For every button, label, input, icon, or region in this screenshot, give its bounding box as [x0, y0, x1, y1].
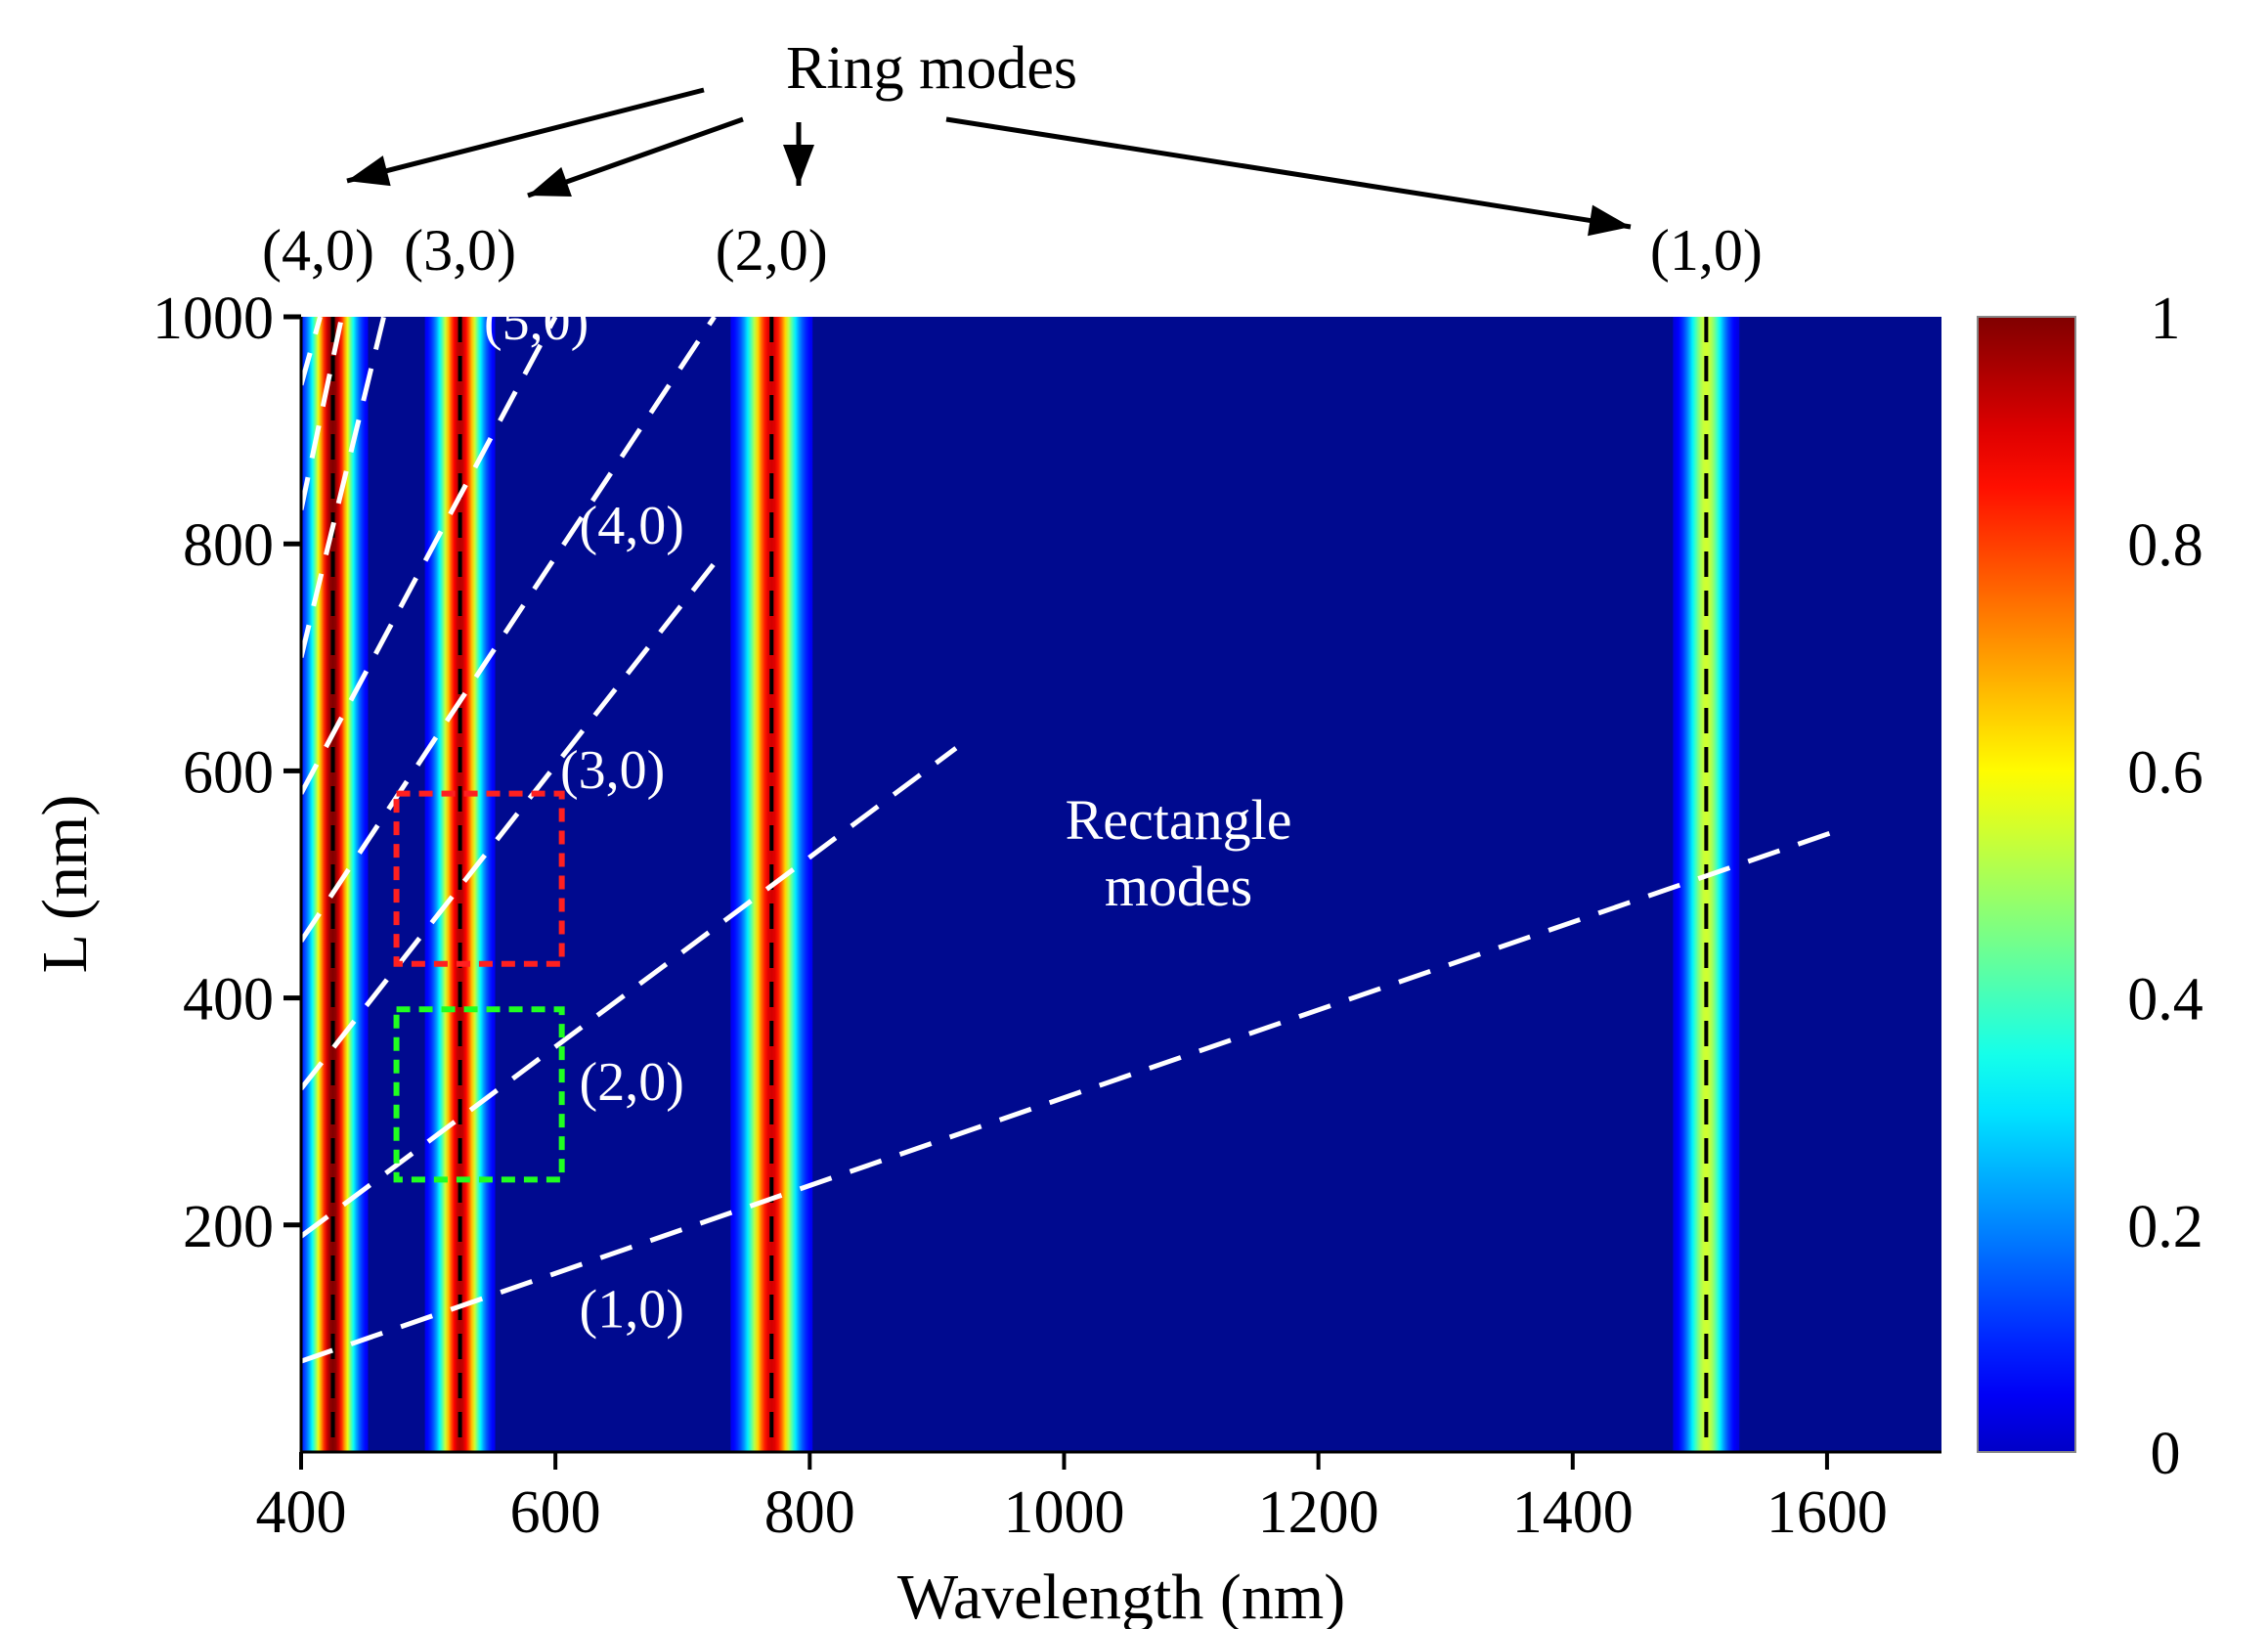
x-tick-label: 1200	[1258, 1479, 1379, 1546]
rectangle-mode-label: (4,0)	[580, 496, 684, 556]
rectangle-mode-dashed-line	[301, 317, 345, 510]
overlays: (5,0) (4,0) (3,0) (2,0) (1,0) Rectangle modes	[301, 291, 1848, 1452]
arrow-head	[783, 145, 814, 186]
colorbar-tick-label: 0.2	[2127, 1194, 2203, 1260]
colorbar-tick-label: 0.4	[2127, 967, 2203, 1034]
x-tick-label: 1400	[1512, 1479, 1634, 1546]
x-ticks: 400 600 800 1000 1200 1400 1600	[256, 1452, 1888, 1546]
colorbar-tick-label: 0.6	[2127, 739, 2203, 806]
rectangle-mode-label: (5,0)	[484, 291, 589, 352]
ring-modes-arrows	[346, 87, 1632, 237]
x-axis-label: Wavelength (nm)	[897, 1562, 1345, 1629]
rectangle-modes-label: Rectangle modes	[1066, 788, 1292, 918]
colorbar-tick-label: 0.8	[2127, 512, 2203, 579]
arrow-head	[347, 155, 391, 187]
rectangle-modes-label-line: Rectangle	[1066, 788, 1292, 852]
ring-mode-top-labels: (4,0) (3,0) (2,0) (1,0)	[262, 218, 1763, 283]
ring-mode-top-label: (3,0)	[404, 218, 516, 283]
rectangle-mode-dashed-line	[301, 553, 723, 1091]
highlight-box	[393, 1006, 565, 1183]
x-tick-label: 400	[256, 1479, 347, 1546]
rectangle-mode-dashed-line	[301, 825, 1848, 1364]
ring-mode-top-label: (1,0)	[1650, 218, 1763, 283]
rectangle-mode-dashed-line	[301, 746, 958, 1239]
y-tick-label: 800	[183, 512, 274, 579]
rectangle-mode-label: (1,0)	[580, 1279, 684, 1340]
rectangle-mode-label: (3,0)	[560, 740, 665, 801]
axes	[299, 317, 1941, 1454]
arrow-shaft	[945, 116, 1632, 230]
rectangle-mode-dashed-line	[301, 317, 323, 386]
rectangle-mode-dashed-line	[301, 317, 717, 943]
y-ticks: 200 400 600 800 1000	[153, 286, 301, 1260]
colorbar-ticks: 0 0.2 0.4 0.6 0.8 1	[2127, 286, 2203, 1487]
ring-modes-label: Ring modes	[786, 35, 1077, 102]
arrow-head	[528, 166, 572, 198]
x-tick-label: 1600	[1766, 1479, 1888, 1546]
rectangle-mode-dashed-line	[301, 317, 558, 795]
y-axis-label: L (nm)	[29, 795, 101, 974]
heatmap-background	[301, 317, 1941, 1452]
y-tick-label: 600	[183, 739, 274, 806]
y-tick-label: 400	[183, 967, 274, 1034]
arrow-head	[1588, 204, 1631, 237]
arrow-shaft	[346, 87, 705, 184]
rectangle-modes-label-line: modes	[1105, 855, 1252, 918]
x-tick-label: 600	[510, 1479, 601, 1546]
rectangle-mode-label: (2,0)	[580, 1052, 684, 1113]
ring-mode-top-label: (4,0)	[262, 218, 374, 283]
y-tick-label: 1000	[153, 286, 274, 352]
x-tick-label: 800	[764, 1479, 855, 1546]
x-tick-label: 1000	[1003, 1479, 1124, 1546]
colorbar-tick-label: 1	[2151, 286, 2181, 352]
y-tick-label: 200	[183, 1194, 274, 1260]
colorbar-tick-label: 0	[2151, 1421, 2181, 1487]
highlight-box	[393, 790, 565, 967]
rectangle-mode-dashed-line	[301, 317, 386, 658]
colorbar	[1977, 316, 2076, 1453]
ring-mode-top-label: (2,0)	[716, 218, 828, 283]
